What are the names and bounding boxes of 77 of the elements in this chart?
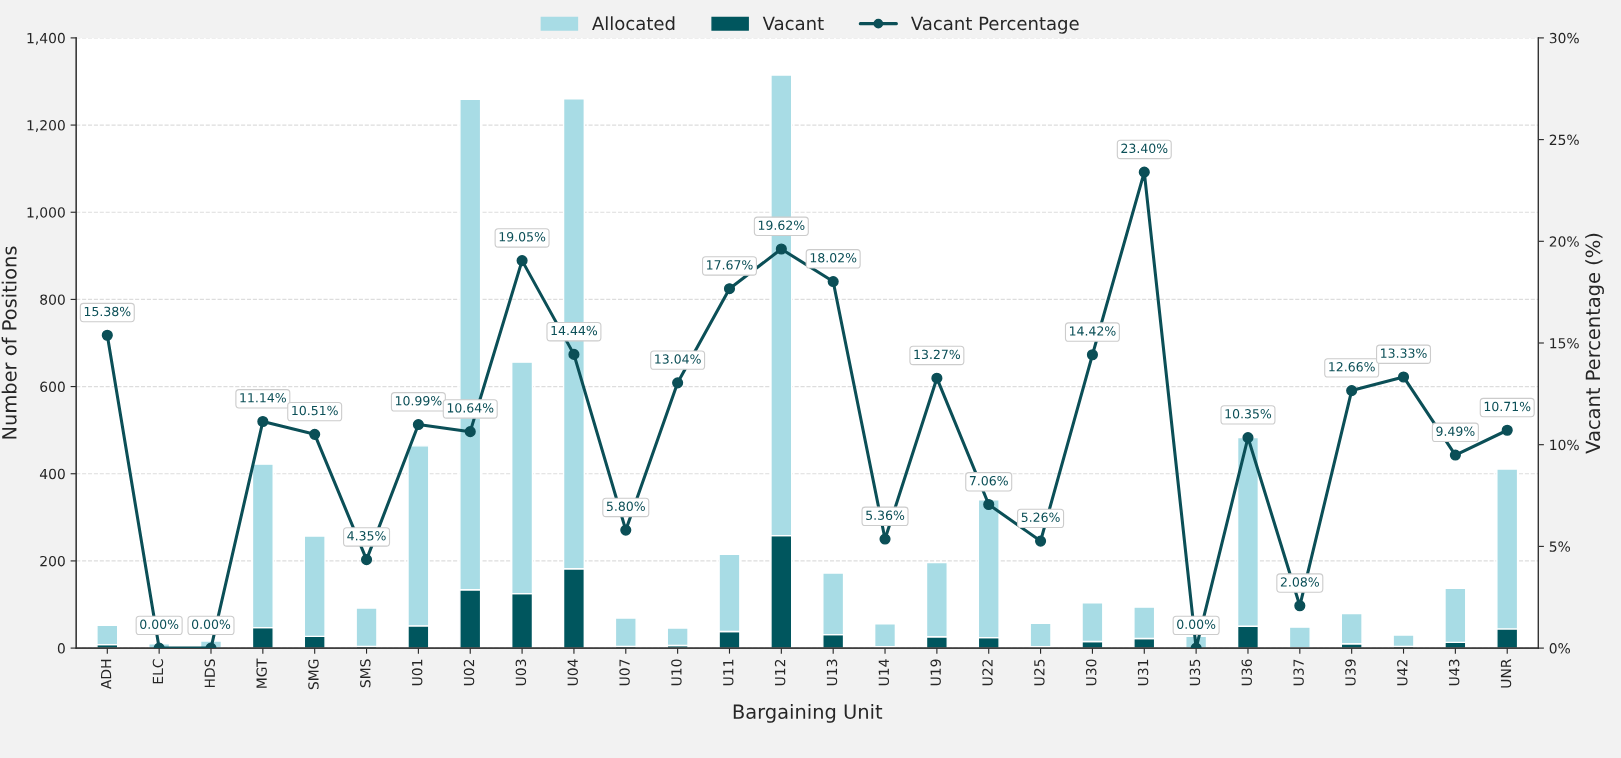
data-label: 15.38%: [84, 306, 131, 317]
x-tick-label: U19: [930, 659, 941, 686]
data-label: 18.02%: [810, 253, 857, 263]
x-tick-label: HDS: [204, 659, 216, 688]
data-label: 10.64%: [447, 403, 494, 413]
data-label: 19.05%: [499, 232, 546, 242]
x-tick-label: U25: [1034, 659, 1045, 686]
x-tick-label: U10: [671, 659, 682, 686]
y2-axis-title: Vacant Percentage (%): [1585, 233, 1604, 454]
data-label: 10.51%: [292, 405, 338, 416]
x-tick-label: U36: [1241, 659, 1252, 686]
y2-tick-label: 15%: [1550, 337, 1579, 349]
x-tick-label: U12: [774, 659, 786, 686]
data-label: 12.66%: [1329, 362, 1375, 372]
data-label: 7.06%: [969, 475, 1008, 486]
x-tick-label: U11: [723, 659, 734, 686]
legend-label: Vacant Percentage: [910, 16, 1079, 34]
data-label: 23.40%: [1121, 143, 1168, 154]
y-axis-title: Number of Positions: [1, 246, 17, 439]
x-tick-label: SMG: [308, 659, 319, 690]
y-tick-label: 1,400: [27, 32, 65, 45]
x-tick-label: U31: [1137, 659, 1149, 686]
x-tick-label: U03: [515, 659, 527, 686]
y-tick-label: 800: [40, 294, 65, 305]
y-tick-label: 0: [57, 643, 65, 654]
data-label: 5.26%: [1021, 512, 1060, 523]
data-label: 14.44%: [551, 325, 598, 336]
x-tick-label: U02: [463, 659, 475, 686]
x-tick-label: ELC: [152, 659, 164, 684]
x-tick-label: U35: [1189, 659, 1201, 686]
y2-tick-label: 0%: [1549, 643, 1571, 654]
legend-label: Allocated: [592, 16, 675, 31]
x-tick-label: U22: [982, 659, 993, 686]
y-tick-label: 200: [40, 555, 65, 567]
data-label: 4.35%: [347, 531, 386, 541]
legend-label: Vacant: [762, 16, 824, 31]
x-tick-label: ADH: [101, 659, 112, 690]
x-tick-label: U37: [1293, 659, 1304, 686]
y2-tick-label: 25%: [1549, 134, 1579, 146]
data-label: 0.00%: [191, 619, 231, 629]
y2-tick-label: 5%: [1549, 541, 1571, 552]
x-tick-label: U30: [1085, 659, 1097, 686]
x-tick-label: U43: [1448, 659, 1460, 686]
data-label: 17.67%: [707, 260, 753, 270]
data-label: 14.42%: [1069, 326, 1116, 336]
x-tick-label: U07: [619, 659, 630, 686]
data-label: 9.49%: [1436, 426, 1475, 436]
y-tick-label: 1,000: [27, 207, 65, 220]
y-tick-label: 400: [39, 468, 65, 480]
data-label: 13.27%: [914, 349, 961, 360]
x-tick-label: U42: [1397, 659, 1408, 686]
y-tick-label: 1,200: [27, 120, 65, 132]
data-label: 5.80%: [606, 501, 645, 512]
data-label: 0.00%: [140, 619, 179, 629]
data-label: 13.04%: [655, 354, 701, 364]
x-tick-label: U14: [878, 659, 890, 686]
data-label: 10.71%: [1484, 401, 1531, 412]
x-tick-label: U01: [411, 659, 423, 686]
x-tick-label: U39: [1345, 659, 1356, 686]
data-label: 5.36%: [866, 510, 905, 520]
data-label: 0.00%: [1177, 619, 1216, 629]
data-label: 19.62%: [758, 220, 805, 230]
y2-tick-label: 10%: [1550, 439, 1579, 451]
x-tick-label: MGT: [256, 658, 267, 688]
data-label: 13.33%: [1381, 348, 1427, 358]
x-tick-label: SMS: [360, 659, 371, 688]
x-tick-label: U04: [567, 659, 578, 686]
data-label: 11.14%: [240, 392, 286, 403]
y2-tick-label: 30%: [1549, 32, 1579, 44]
data-label: 10.35%: [1225, 409, 1272, 419]
x-tick-label: U13: [826, 659, 838, 686]
x-axis-title: Bargaining Unit: [733, 703, 883, 723]
x-tick-label: UNR: [1500, 658, 1512, 688]
data-label: 10.99%: [395, 396, 442, 406]
data-label: 2.08%: [1280, 577, 1319, 587]
y2-tick-label: 20%: [1549, 236, 1579, 247]
y-tick-label: 600: [40, 381, 65, 393]
